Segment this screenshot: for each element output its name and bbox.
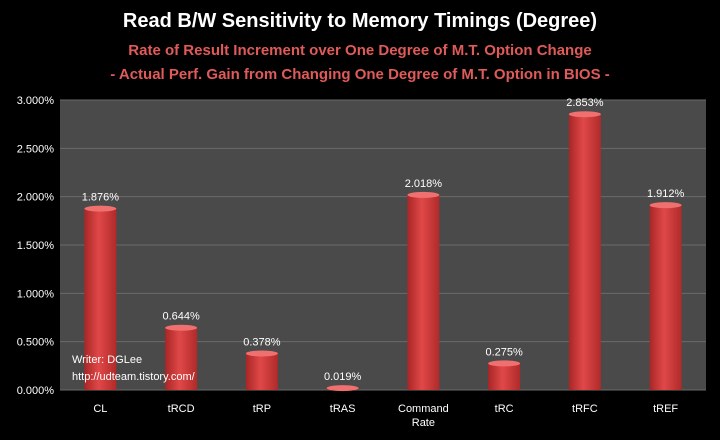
bar-cap <box>245 350 278 357</box>
bar <box>84 208 117 390</box>
url-note: http://udteam.tistory.com/ <box>72 371 196 383</box>
bar <box>649 205 682 390</box>
bar-cap <box>649 202 682 209</box>
data-labels: 1.876% 0.644% 0.378% 0.019% 2.018% 0.275% 2.85… <box>82 97 685 383</box>
data-label: 2.853% <box>566 97 604 109</box>
bar <box>568 114 601 391</box>
bar <box>165 327 198 390</box>
data-label: 0.378% <box>243 336 281 348</box>
bar <box>407 194 440 390</box>
data-label: 0.019% <box>324 371 362 383</box>
bar <box>488 363 521 390</box>
y-tick-label: 2.500% <box>17 143 55 155</box>
chart-title: Read B/W Sensitivity to Memory Timings (… <box>123 10 597 32</box>
data-label: 1.912% <box>647 188 685 200</box>
x-tick-label: tRC <box>495 403 514 415</box>
x-axis-categories: CL tRCD tRP tRAS Command Rate tRC tRFC tREF <box>93 403 678 429</box>
data-label: 0.644% <box>162 311 200 323</box>
x-tick-label: Command <box>398 403 449 415</box>
x-tick-label: tRAS <box>330 403 356 415</box>
bar-cap <box>84 205 117 212</box>
y-tick-label: 2.000% <box>17 192 55 204</box>
bar-cap <box>568 111 601 118</box>
data-label: 1.876% <box>82 192 120 204</box>
x-tick-label: tREF <box>653 403 678 415</box>
bar-cap <box>326 385 359 392</box>
bar <box>245 353 278 390</box>
bar-cap <box>488 360 521 367</box>
y-tick-label: 1.000% <box>17 288 55 300</box>
x-tick-label: tRFC <box>572 403 598 415</box>
bar-cap <box>407 191 440 198</box>
x-tick-label: tRCD <box>168 403 195 415</box>
data-label: 0.275% <box>485 346 523 358</box>
y-tick-label: 1.500% <box>17 240 55 252</box>
bar-cap <box>165 324 198 331</box>
y-tick-label: 0.500% <box>17 337 55 349</box>
y-axis-ticks: 0.000% 0.500% 1.000% 1.500% 2.000% 2.500% 3.00… <box>17 95 55 397</box>
writer-note: Writer: DGLee <box>72 354 142 366</box>
bars <box>84 111 682 392</box>
y-tick-label: 0.000% <box>17 385 55 397</box>
y-tick-label: 3.000% <box>17 95 55 107</box>
data-label: 2.018% <box>405 178 443 190</box>
x-tick-label: Rate <box>412 417 435 429</box>
x-tick-label: tRP <box>253 403 271 415</box>
chart-subtitle-2: - Actual Perf. Gain from Changing One De… <box>110 66 609 83</box>
x-tick-label: CL <box>93 403 107 415</box>
chart-subtitle-1: Rate of Result Increment over One Degree… <box>128 42 591 59</box>
